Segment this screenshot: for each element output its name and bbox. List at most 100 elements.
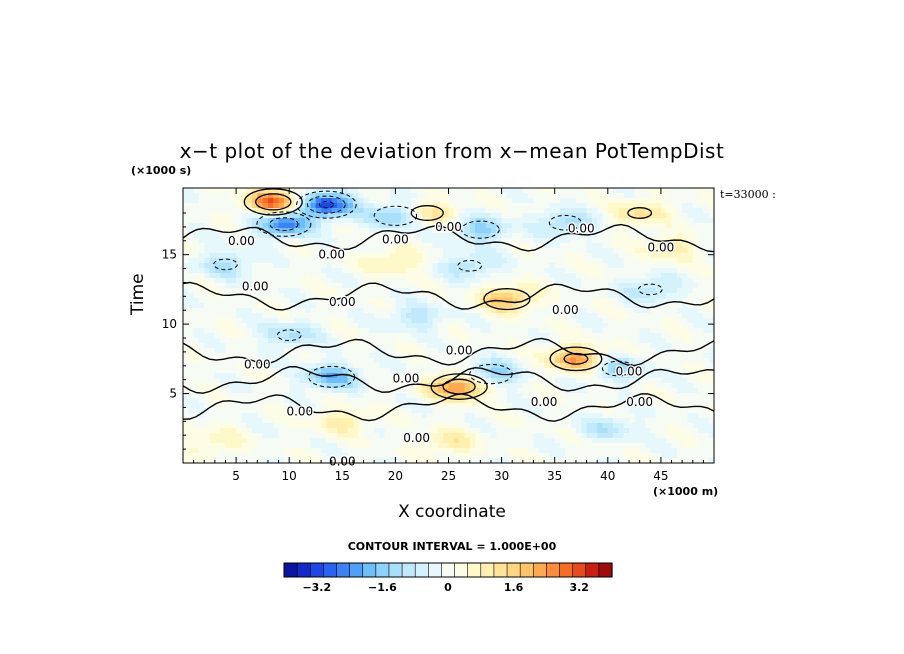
heatmap-cell	[650, 293, 656, 299]
heatmap-cell	[406, 383, 412, 389]
heatmap-cell	[490, 413, 497, 419]
heatmap-cell	[395, 268, 402, 274]
heatmap-cell	[183, 418, 189, 424]
heatmap-cell	[544, 198, 550, 204]
heatmap-cell	[294, 343, 301, 349]
heatmap-cell	[528, 263, 534, 269]
heatmap-cell	[708, 323, 715, 329]
heatmap-cell	[379, 433, 386, 439]
heatmap-cell	[416, 363, 423, 369]
heatmap-cell	[262, 263, 269, 269]
heatmap-cell	[554, 303, 561, 309]
heatmap-cell	[644, 328, 651, 334]
heatmap-cell	[453, 268, 460, 274]
heatmap-cell	[183, 223, 189, 229]
heatmap-cell	[629, 373, 635, 379]
heatmap-cell	[581, 268, 587, 274]
heatmap-cell	[581, 338, 587, 344]
heatmap-cell	[597, 408, 603, 414]
heatmap-cell	[650, 258, 656, 264]
heatmap-cell	[676, 213, 683, 219]
heatmap-cell	[342, 193, 349, 199]
heatmap-cell	[406, 353, 412, 359]
heatmap-cell	[469, 288, 476, 294]
heatmap-cell	[708, 188, 715, 194]
heatmap-cell	[453, 348, 460, 354]
heatmap-cell	[299, 323, 306, 329]
heatmap-cell	[209, 338, 216, 344]
heatmap-cell	[644, 268, 651, 274]
heatmap-cell	[252, 408, 258, 414]
heatmap-cell	[342, 198, 349, 204]
heatmap-cell	[390, 313, 396, 319]
heatmap-cell	[517, 193, 524, 199]
heatmap-cell	[443, 203, 449, 209]
heatmap-cell	[241, 353, 248, 359]
heatmap-cell	[406, 373, 412, 379]
heatmap-cell	[278, 188, 285, 194]
heatmap-cell	[687, 378, 694, 384]
heatmap-cell	[443, 398, 449, 404]
heatmap-cell	[650, 373, 656, 379]
heatmap-cell	[204, 188, 210, 194]
heatmap-cell	[629, 313, 635, 319]
heatmap-cell	[315, 188, 322, 194]
heatmap-cell	[650, 328, 656, 334]
heatmap-cell	[650, 253, 656, 259]
heatmap-cell	[475, 268, 481, 274]
heatmap-cell	[506, 313, 513, 319]
heatmap-cell	[390, 358, 396, 364]
heatmap-cell	[671, 228, 678, 234]
heatmap-cell	[273, 198, 279, 204]
heatmap-cell	[432, 303, 439, 309]
heatmap-cell	[395, 408, 402, 414]
heatmap-cell	[230, 348, 237, 354]
heatmap-cell	[618, 428, 625, 434]
heatmap-cell	[209, 223, 216, 229]
heatmap-cell	[597, 263, 603, 269]
heatmap-cell	[278, 288, 285, 294]
heatmap-cell	[432, 263, 439, 269]
heatmap-cell	[480, 188, 487, 194]
heatmap-cell	[427, 393, 433, 399]
heatmap-cell	[310, 248, 317, 254]
heatmap-cell	[528, 243, 534, 249]
heatmap-cell	[453, 253, 460, 259]
heatmap-cell	[411, 253, 418, 259]
heatmap-cell	[395, 323, 402, 329]
heatmap-cell	[443, 293, 449, 299]
heatmap-cell	[512, 258, 518, 264]
heatmap-cell	[565, 238, 572, 244]
heatmap-cell	[485, 403, 492, 409]
heatmap-cell	[453, 403, 460, 409]
heatmap-cell	[252, 233, 258, 239]
heatmap-cell	[358, 238, 364, 244]
heatmap-cell	[623, 388, 630, 394]
heatmap-cell	[544, 318, 550, 324]
heatmap-cell	[591, 373, 598, 379]
heatmap-cell	[289, 303, 295, 309]
heatmap-cell	[252, 323, 258, 329]
heatmap-cell	[549, 223, 556, 229]
heatmap-cell	[321, 263, 327, 269]
heatmap-cell	[692, 283, 699, 289]
heatmap-cell	[544, 283, 550, 289]
heatmap-cell	[650, 433, 656, 439]
heatmap-cell	[655, 328, 662, 334]
heatmap-cell	[602, 398, 609, 404]
heatmap-cell	[682, 293, 688, 299]
heatmap-cell	[517, 293, 524, 299]
heatmap-cell	[209, 393, 216, 399]
heatmap-cell	[416, 298, 423, 304]
heatmap-cell	[676, 258, 683, 264]
heatmap-cell	[427, 328, 433, 334]
heatmap-cell	[692, 288, 699, 294]
heatmap-cell	[220, 278, 226, 284]
heatmap-cell	[315, 358, 322, 364]
heatmap-cell	[236, 363, 242, 369]
heatmap-cell	[437, 433, 444, 439]
heatmap-cell	[374, 208, 380, 214]
heatmap-cell	[294, 218, 301, 224]
heatmap-cell	[506, 238, 513, 244]
heatmap-cell	[475, 388, 481, 394]
